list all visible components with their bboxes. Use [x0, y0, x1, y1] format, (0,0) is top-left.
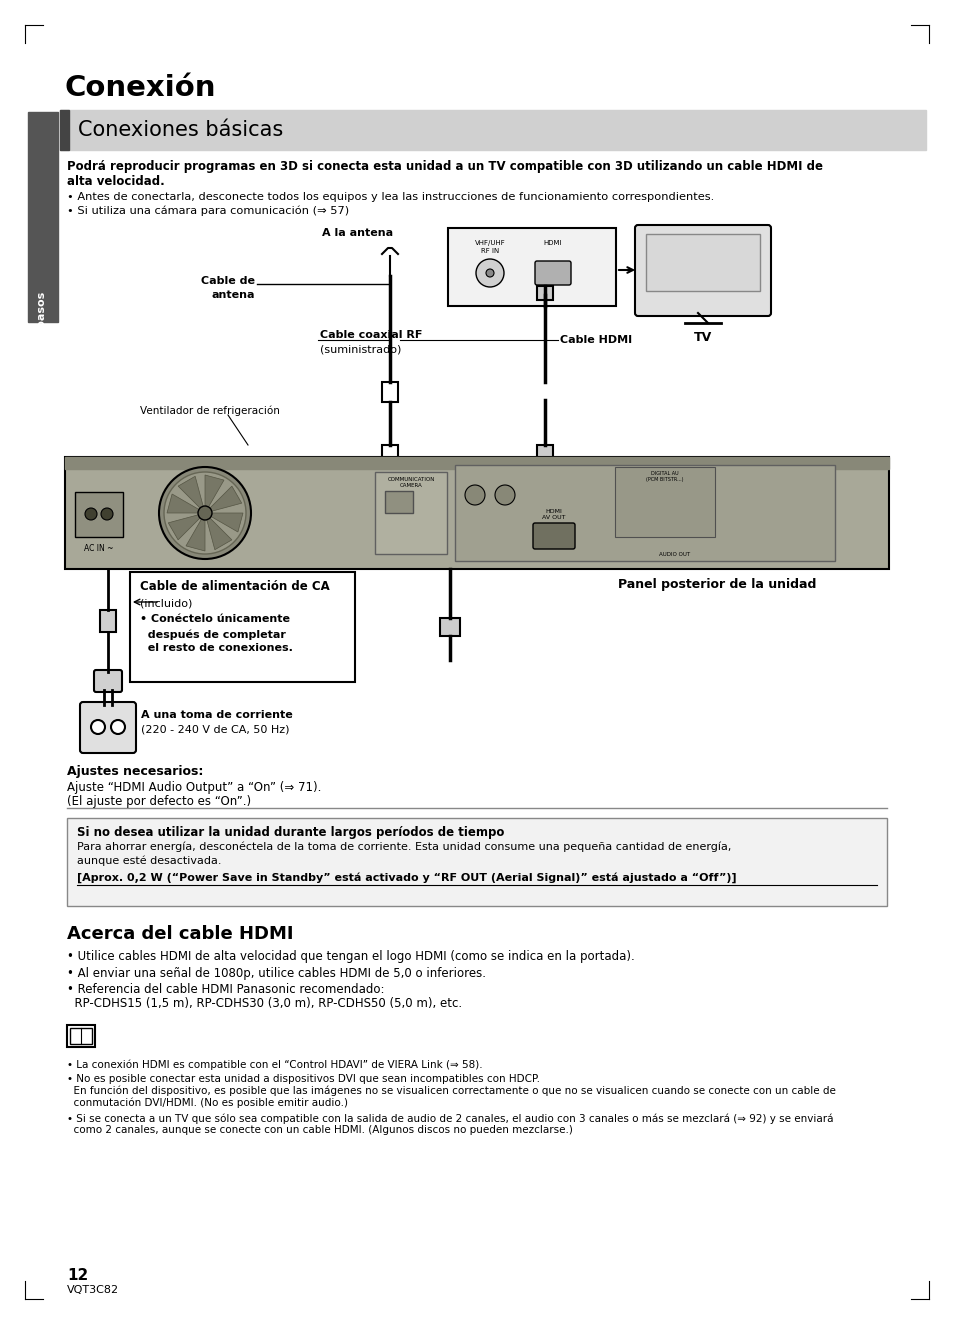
Text: [Aprox. 0,2 W (“Power Save in Standby” está activado y “RF OUT (Aerial Signal)” : [Aprox. 0,2 W (“Power Save in Standby” e…	[77, 873, 736, 883]
Text: VHF/UHF: VHF/UHF	[475, 240, 505, 246]
Text: • No es posible conectar esta unidad a dispositivos DVI que sean incompatibles c: • No es posible conectar esta unidad a d…	[67, 1074, 539, 1084]
Text: (220 - 240 V de CA, 50 Hz): (220 - 240 V de CA, 50 Hz)	[141, 724, 289, 733]
Circle shape	[464, 485, 484, 504]
Text: Panel posterior de la unidad: Panel posterior de la unidad	[618, 579, 816, 591]
Text: Cable de alimentación de CA: Cable de alimentación de CA	[140, 580, 330, 593]
Text: • Antes de conectarla, desconecte todos los equipos y lea las instrucciones de f: • Antes de conectarla, desconecte todos …	[67, 192, 714, 203]
Text: • Referencia del cable HDMI Panasonic recomendado:: • Referencia del cable HDMI Panasonic re…	[67, 982, 384, 996]
Bar	[65, 457, 888, 469]
FancyBboxPatch shape	[635, 225, 770, 316]
Polygon shape	[209, 486, 241, 511]
Text: AC IN ~: AC IN ~	[84, 544, 113, 553]
Text: • Al enviar una señal de 1080p, utilice cables HDMI de 5,0 o inferiores.: • Al enviar una señal de 1080p, utilice …	[67, 967, 485, 980]
Text: Ajustes necesarios:: Ajustes necesarios:	[67, 765, 203, 779]
Text: • Utilice cables HDMI de alta velocidad que tengan el logo HDMI (como se indica : • Utilice cables HDMI de alta velocidad …	[67, 951, 634, 963]
Bar	[60, 110, 69, 150]
Text: A una toma de corriente: A una toma de corriente	[141, 710, 293, 720]
Text: Conexión: Conexión	[65, 74, 216, 102]
Bar	[381, 383, 397, 402]
Bar	[645, 234, 760, 291]
Polygon shape	[167, 494, 199, 512]
Text: En función del dispositivo, es posible que las imágenes no se visualicen correct: En función del dispositivo, es posible q…	[67, 1086, 835, 1096]
Text: (El ajuste por defecto es “On”.): (El ajuste por defecto es “On”.)	[67, 794, 251, 808]
Text: como 2 canales, aunque se conecte con un cable HDMI. (Algunos discos no pueden m: como 2 canales, aunque se conecte con un…	[67, 1125, 572, 1135]
FancyBboxPatch shape	[533, 523, 575, 549]
Bar	[75, 493, 123, 538]
Bar	[439, 618, 459, 636]
Bar	[65, 457, 888, 569]
Bar	[67, 818, 886, 906]
Circle shape	[476, 260, 503, 287]
Text: el resto de conexiones.: el resto de conexiones.	[140, 643, 293, 653]
Text: aunque esté desactivada.: aunque esté desactivada.	[77, 857, 221, 866]
Text: 12: 12	[67, 1268, 89, 1283]
Circle shape	[495, 485, 515, 504]
Bar	[448, 228, 616, 306]
Circle shape	[111, 720, 125, 733]
Text: TV: TV	[693, 331, 711, 344]
Text: (incluido): (incluido)	[140, 598, 193, 608]
Text: • Si se conecta a un TV que sólo sea compatible con la salida de audio de 2 cana: • Si se conecta a un TV que sólo sea com…	[67, 1113, 833, 1124]
Text: (suministrado): (suministrado)	[319, 344, 401, 354]
Bar	[375, 471, 447, 553]
Text: Podrá reproducir programas en 3D si conecta esta unidad a un TV compatible con 3: Podrá reproducir programas en 3D si cone…	[67, 160, 822, 173]
Bar	[100, 610, 116, 632]
Text: VQT3C82: VQT3C82	[67, 1286, 119, 1295]
Bar	[130, 572, 355, 682]
Text: Cable de: Cable de	[201, 275, 254, 286]
Text: • Si utiliza una cámara para comunicación (⇒ 57): • Si utiliza una cámara para comunicació…	[67, 207, 349, 217]
FancyBboxPatch shape	[94, 670, 122, 692]
Circle shape	[101, 508, 112, 520]
Text: RF IN: RF IN	[480, 248, 498, 254]
Text: • La conexión HDMI es compatible con el “Control HDAVI” de VIERA Link (⇒ 58).: • La conexión HDMI es compatible con el …	[67, 1061, 482, 1071]
Circle shape	[85, 508, 97, 520]
Text: COMMUNICATION
CAMERA: COMMUNICATION CAMERA	[387, 477, 435, 487]
Text: Acerca del cable HDMI: Acerca del cable HDMI	[67, 925, 294, 943]
Text: Para ahorrar energía, desconéctela de la toma de corriente. Esta unidad consume : Para ahorrar energía, desconéctela de la…	[77, 842, 731, 853]
Text: A la antena: A la antena	[322, 228, 394, 238]
Bar	[381, 445, 397, 463]
Text: después de completar: después de completar	[140, 629, 286, 639]
Bar	[67, 1025, 95, 1047]
Circle shape	[485, 269, 494, 277]
Circle shape	[164, 471, 246, 553]
Polygon shape	[178, 477, 203, 508]
Text: Cable coaxial RF: Cable coaxial RF	[319, 330, 422, 340]
Circle shape	[91, 720, 105, 733]
Circle shape	[198, 506, 212, 520]
Text: Conexiones básicas: Conexiones básicas	[78, 120, 283, 140]
Bar	[28, 113, 58, 322]
Text: Primeros pasos: Primeros pasos	[37, 291, 47, 388]
FancyBboxPatch shape	[535, 261, 571, 285]
Polygon shape	[210, 512, 243, 532]
Text: • Conéctelo únicamente: • Conéctelo únicamente	[140, 614, 290, 624]
Text: HDMI
AV OUT: HDMI AV OUT	[541, 510, 565, 520]
Text: Cable HDMI: Cable HDMI	[559, 335, 632, 346]
FancyBboxPatch shape	[80, 702, 136, 753]
Text: conmutación DVI/HDMI. (No es posible emitir audio.): conmutación DVI/HDMI. (No es posible emi…	[67, 1098, 348, 1108]
Text: antena: antena	[212, 290, 254, 301]
Polygon shape	[207, 518, 232, 549]
Polygon shape	[168, 515, 200, 540]
Bar	[615, 467, 714, 538]
Text: HDMI: HDMI	[543, 240, 561, 246]
Circle shape	[159, 467, 251, 559]
Text: Ajuste “HDMI Audio Output” a “On” (⇒ 71).: Ajuste “HDMI Audio Output” a “On” (⇒ 71)…	[67, 781, 321, 794]
Bar	[60, 110, 925, 150]
Bar	[537, 286, 553, 301]
Bar	[70, 1027, 91, 1045]
Text: RP-CDHS15 (1,5 m), RP-CDHS30 (3,0 m), RP-CDHS50 (5,0 m), etc.: RP-CDHS15 (1,5 m), RP-CDHS30 (3,0 m), RP…	[67, 997, 461, 1010]
Text: Si no desea utilizar la unidad durante largos períodos de tiempo: Si no desea utilizar la unidad durante l…	[77, 826, 504, 839]
Bar	[537, 445, 553, 461]
Text: DIGITAL AU
(PCM BITSTR...): DIGITAL AU (PCM BITSTR...)	[645, 471, 683, 482]
Bar	[455, 465, 834, 561]
Text: AUDIO OUT: AUDIO OUT	[659, 552, 690, 557]
Text: Ventilador de refrigeración: Ventilador de refrigeración	[140, 405, 279, 416]
Text: alta velocidad.: alta velocidad.	[67, 175, 165, 188]
Polygon shape	[186, 518, 205, 551]
Polygon shape	[205, 475, 224, 508]
Bar	[385, 491, 413, 512]
